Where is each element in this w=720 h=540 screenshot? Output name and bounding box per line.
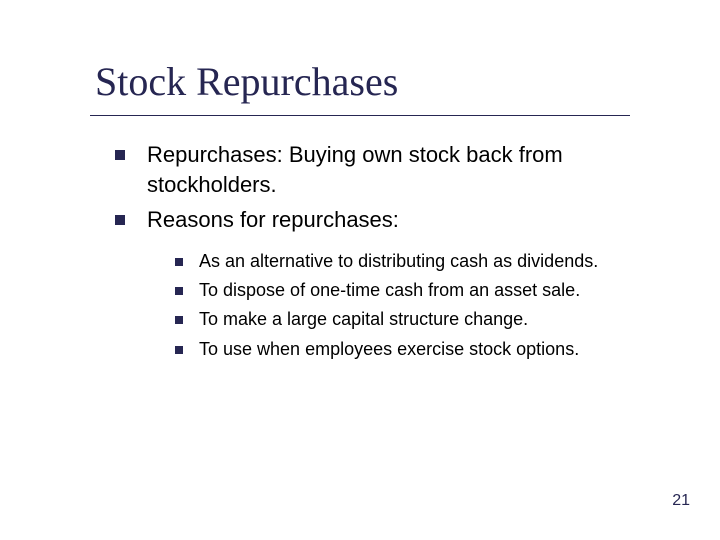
slide-body: Repurchases: Buying own stock back from … (115, 140, 655, 366)
page-number: 21 (672, 492, 690, 510)
title-underline (90, 115, 630, 116)
subbullet-text: As an alternative to distributing cash a… (199, 249, 598, 274)
list-item: To dispose of one-time cash from an asse… (175, 278, 655, 303)
square-bullet-icon (175, 258, 183, 266)
list-item: Repurchases: Buying own stock back from … (115, 140, 655, 199)
list-item: To use when employees exercise stock opt… (175, 337, 655, 362)
subbullet-text: To dispose of one-time cash from an asse… (199, 278, 580, 303)
subbullet-text: To use when employees exercise stock opt… (199, 337, 579, 362)
list-item: As an alternative to distributing cash a… (175, 249, 655, 274)
square-bullet-icon (175, 316, 183, 324)
square-bullet-icon (115, 150, 125, 160)
list-item: Reasons for repurchases: (115, 205, 655, 235)
title-wrap: Stock Repurchases (95, 58, 398, 105)
slide: Stock Repurchases Repurchases: Buying ow… (0, 0, 720, 540)
subbullet-text: To make a large capital structure change… (199, 307, 528, 332)
bullet-text: Reasons for repurchases: (147, 205, 399, 235)
square-bullet-icon (175, 346, 183, 354)
square-bullet-icon (115, 215, 125, 225)
sub-list: As an alternative to distributing cash a… (175, 249, 655, 362)
slide-title: Stock Repurchases (95, 58, 398, 105)
bullet-text: Repurchases: Buying own stock back from … (147, 140, 655, 199)
square-bullet-icon (175, 287, 183, 295)
list-item: To make a large capital structure change… (175, 307, 655, 332)
